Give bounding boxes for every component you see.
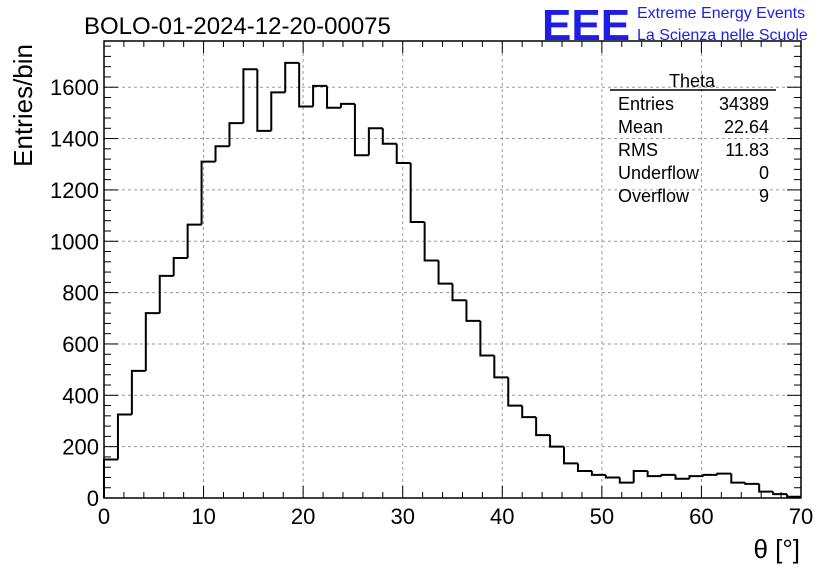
stats-label-underflow: Underflow [618,163,700,183]
grid-lines [104,41,801,498]
histogram-bin [130,369,146,415]
histogram-bin [632,470,648,483]
histogram-bin [395,143,411,164]
histogram-bin [604,474,620,479]
histogram-bin [200,160,216,225]
histogram-bin [730,473,746,484]
eee-logo-letters: EEE [542,1,630,50]
y-tick-label: 600 [62,332,99,357]
x-tick-label: 0 [98,504,110,529]
stats-value-entries: 34389 [719,94,769,114]
histogram-bin [563,446,578,465]
histogram-bin [674,474,690,480]
eee-logo-line2: La Scienza nelle Scuole [637,27,808,44]
histogram-bin [409,162,425,224]
histogram-bin [521,405,537,419]
plot-area-border [103,40,802,499]
histogram-bin [660,473,676,477]
x-tick-label: 30 [390,504,414,529]
histogram-bin [228,122,244,147]
histogram-bin [437,260,453,285]
x-tick-label: 60 [689,504,713,529]
x-tick-label: 20 [291,504,315,529]
stats-box: Theta Entries 34389 Mean 22.64 RMS 11.83… [610,71,776,206]
eee-logo: EEE Extreme Energy Events La Scienza nel… [542,1,808,50]
histogram-bin [144,312,160,371]
x-axis-label: θ [°] [753,534,800,564]
histogram-bin [535,417,551,437]
y-axis-ticks: 0 200 400 600 800 1000 1200 1400 1600 [50,45,801,511]
histogram-bin [423,222,439,262]
histogram-bin [549,435,565,448]
x-tick-label: 50 [590,504,614,529]
y-tick-label: 400 [62,383,99,408]
stats-value-overflow: 9 [759,186,769,206]
histogram-bin [242,68,258,124]
histogram-bin [772,491,788,496]
histogram-bin [367,127,383,156]
histogram-bin [590,471,606,476]
y-tick-label: 1400 [50,127,99,152]
histogram-bin [186,223,202,258]
histogram-bin [339,102,355,108]
stats-title: Theta [669,71,716,91]
histogram-bin [270,91,286,131]
x-tick-label: 10 [191,504,215,529]
y-tick-label: 1600 [50,75,99,100]
histogram-series [103,61,801,498]
stats-label-entries: Entries [618,94,674,114]
histogram-bin [618,477,634,484]
histogram-bin [326,85,341,109]
y-tick-label: 200 [62,435,99,460]
histogram-bin [214,145,230,162]
y-tick-label: 1200 [50,178,99,203]
histogram-bin [353,103,369,157]
histogram-bin [702,473,718,477]
histogram-bin [172,256,188,276]
histogram-bin [298,62,314,108]
stats-value-mean: 22.64 [724,117,769,137]
stats-label-overflow: Overflow [618,186,690,206]
histogram-bin [507,377,523,407]
histogram-bin [116,413,132,460]
x-axis-ticks: 0 10 20 30 40 50 60 70 [98,41,813,529]
x-tick-label: 70 [789,504,813,529]
histogram-bin [381,128,397,145]
y-tick-label: 0 [87,486,99,511]
histogram-bin [451,283,467,302]
y-tick-label: 1000 [50,229,99,254]
histogram-bin [493,355,509,379]
plot-frame [103,40,802,499]
histogram-bin [465,300,481,322]
histogram-bin [479,320,495,357]
chart-title: BOLO-01-2024-12-20-00075 [84,13,391,40]
stats-value-rms: 11.83 [725,140,769,160]
histogram-bin [284,61,300,93]
histogram-bin [312,84,328,107]
histogram-bin [256,69,272,132]
histogram-bin [744,482,760,485]
stats-label-rms: RMS [618,140,658,160]
histogram-bin [716,472,732,475]
stats-value-underflow: 0 [759,163,769,183]
histogram-bin [758,483,774,493]
y-axis-label: Entries/bin [8,44,38,167]
histogram-bin [786,494,801,498]
histogram-bin [646,471,662,478]
histogram-bin [576,463,592,473]
eee-logo-line1: Extreme Energy Events [637,5,805,22]
histogram-bin [688,475,704,479]
x-tick-label: 40 [490,504,514,529]
y-tick-label: 800 [62,281,99,306]
stats-label-mean: Mean [618,117,663,137]
histogram-bin [158,274,174,314]
